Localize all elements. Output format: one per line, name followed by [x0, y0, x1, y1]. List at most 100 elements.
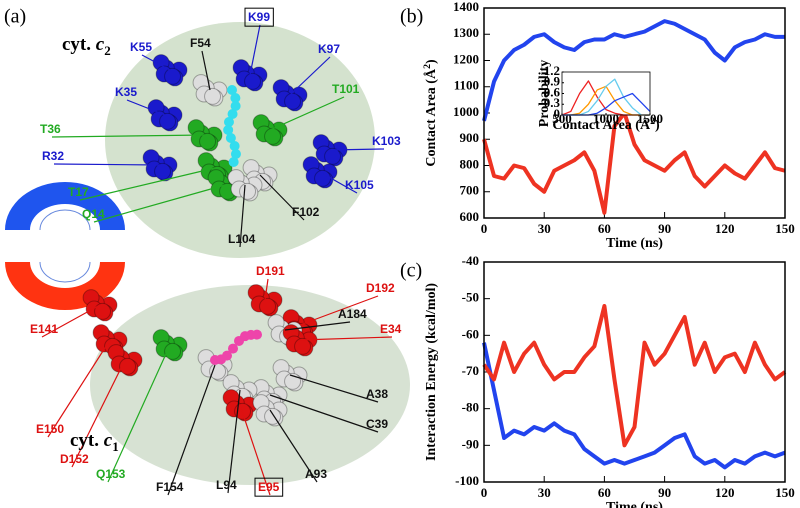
protein-name: cyt. c2	[62, 34, 111, 58]
residue-label: L104	[228, 232, 256, 246]
atom	[324, 147, 342, 165]
atom	[94, 302, 112, 320]
y-tick-label: -60	[462, 326, 479, 341]
residue-label: K55	[130, 40, 152, 54]
y-tick-label: 800	[460, 156, 480, 171]
residue-label: K105	[345, 178, 374, 192]
x-tick-label: 0	[481, 221, 488, 236]
atom	[259, 297, 277, 315]
residue-label: E150	[36, 422, 64, 436]
x-tick-label: 30	[538, 221, 551, 236]
x-tick-label: 30	[538, 485, 551, 500]
atom	[223, 125, 234, 135]
x-axis-title: Time (ns)	[606, 500, 663, 508]
leader-line	[259, 174, 305, 221]
name-part: c	[96, 34, 105, 55]
y-tick-label: 600	[460, 209, 480, 224]
y-tick-label: 0.6	[544, 84, 561, 99]
name-part: 2	[104, 43, 111, 58]
y-tick-label: 1000	[453, 104, 479, 119]
leader-line	[93, 184, 226, 223]
leader-line	[239, 404, 271, 496]
y-tick-label: -80	[462, 400, 479, 415]
x-tick-label: 120	[715, 221, 735, 236]
atom	[209, 362, 227, 380]
schematic-top	[5, 182, 125, 230]
y-tick-label: 1300	[453, 25, 479, 40]
leader-line	[269, 409, 318, 483]
plot-frame	[483, 261, 786, 483]
atom	[204, 87, 222, 105]
atom	[229, 141, 240, 151]
protein-name: cyt. c1	[70, 430, 119, 454]
residue-label: D152	[60, 452, 89, 466]
x-tick-label: 60	[598, 221, 611, 236]
atom	[230, 93, 241, 103]
plot-frame	[561, 71, 651, 116]
atom	[228, 343, 238, 354]
y-tick-label: -40	[462, 253, 479, 268]
leader-line	[167, 364, 216, 496]
leader-line	[107, 344, 171, 483]
leader-line	[41, 304, 101, 338]
y-tick-label: 0.9	[544, 74, 561, 89]
residue-label: E95	[258, 480, 280, 494]
y-axis-title: Interaction Energy (kcal/mol)	[424, 283, 439, 461]
x-tick-label: 120	[715, 485, 735, 500]
atom	[244, 72, 262, 90]
y-tick-label: 1200	[453, 51, 479, 66]
residue-label: Q14	[82, 207, 105, 221]
y-tick-label: 0.3	[544, 95, 561, 110]
y-tick-label: 700	[460, 183, 480, 198]
x-tick-label: 90	[658, 221, 671, 236]
charts: 0 30 60 90 120 150600700800900100011001200130…	[400, 0, 795, 508]
residue-label: R32	[42, 149, 64, 163]
leader-line	[284, 321, 351, 331]
name-part: cyt.	[62, 34, 96, 55]
leader-line	[269, 394, 379, 433]
atom	[252, 329, 262, 340]
name-part: 1	[112, 439, 119, 454]
leader-line	[141, 54, 171, 71]
atom	[159, 112, 177, 130]
leader-line	[249, 24, 261, 76]
residue-label: L94	[216, 478, 237, 492]
schematic-line	[39, 261, 91, 283]
atom	[230, 149, 241, 159]
y-tick-label: -50	[462, 290, 479, 305]
leader-line	[227, 389, 241, 494]
leader-line	[201, 50, 211, 91]
residue-label: K99	[248, 10, 270, 24]
x-axis-title: Contact Area (Å2)	[552, 116, 660, 133]
series-line	[482, 304, 787, 448]
plot-frame	[483, 7, 786, 219]
residue-label: T36	[40, 122, 61, 136]
residue-label: A38	[366, 387, 388, 401]
leader-line	[71, 359, 126, 468]
atom	[223, 117, 234, 127]
residue-label: A184	[338, 307, 367, 321]
atom	[227, 109, 238, 119]
atom	[228, 157, 239, 167]
leader-line	[79, 167, 216, 201]
y-tick-label: 0	[554, 106, 561, 121]
series-line	[482, 111, 786, 215]
label-part: )	[424, 59, 439, 64]
y-tick-label: -70	[462, 363, 479, 378]
residue-label: F154	[156, 480, 184, 494]
name-part: cyt.	[70, 430, 104, 451]
series-line	[482, 342, 786, 470]
residue-label: D191	[256, 264, 285, 278]
residue-label: K35	[115, 85, 137, 99]
y-tick-label: -90	[462, 436, 479, 451]
label-box	[254, 477, 284, 497]
leader-line	[47, 339, 111, 438]
residue-label: F54	[190, 36, 211, 50]
residue-label: Q153	[96, 467, 126, 481]
atoms	[82, 54, 348, 427]
atom	[222, 350, 232, 361]
residue-label: F102	[292, 205, 320, 219]
atom	[227, 85, 237, 95]
